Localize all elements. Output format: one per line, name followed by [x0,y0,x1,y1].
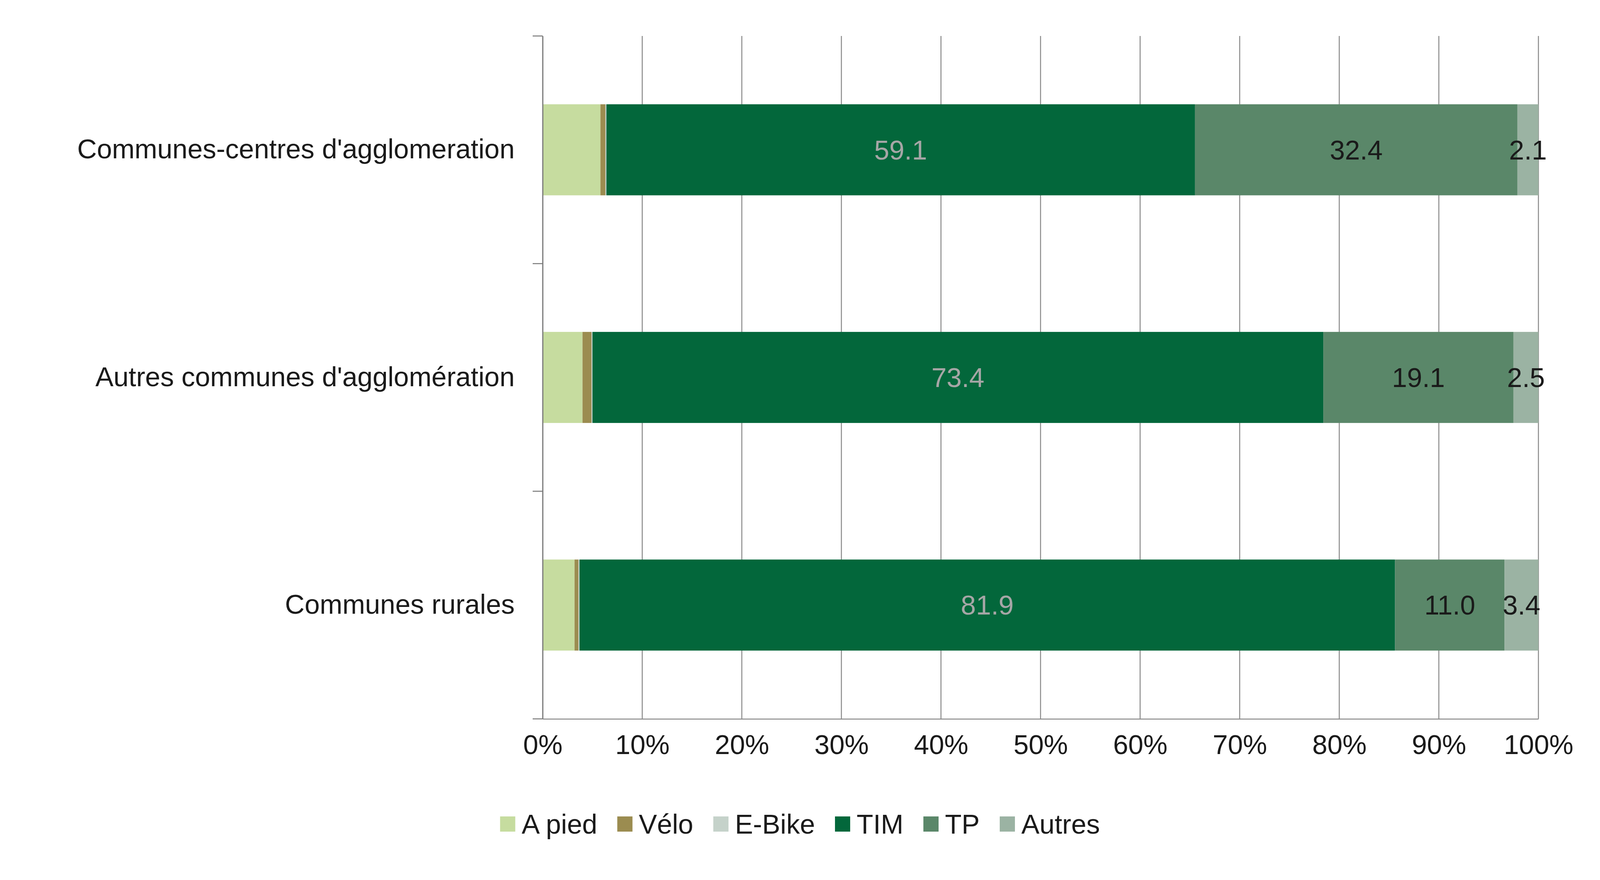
x-tick-label: 20% [714,729,770,760]
bar [605,104,607,196]
x-tick: 50% [1013,719,1068,760]
x-tick-label: 10% [615,729,670,760]
y-axis: Communes-centres d'agglomeration Autres c… [77,35,543,720]
series-bars [1194,104,1518,651]
x-tick: 80% [1312,719,1367,760]
legend-item: TP [923,808,980,840]
category-separators [532,35,543,720]
data-label: 2.5 [1507,362,1546,393]
bar [542,559,575,651]
y-tick-label: Autres communes d'agglomération [95,361,515,392]
bar [582,331,592,424]
x-tick: 0% [523,719,563,760]
legend-item: TIM [834,808,904,840]
legend-label: A pied [521,808,598,840]
bar [1323,331,1514,424]
chart: 59.1 73.4 81.9 32.4 19.1 11.0 2.1 2.5 3.4 0% 10% 20… [0,0,1600,880]
bar [579,559,1395,651]
data-label: 81.9 [960,589,1014,621]
legend-swatch [500,816,516,832]
legend-label: Autres [1021,808,1101,840]
x-tick: 30% [814,719,869,760]
grid [542,35,1539,720]
legend-swatch [999,816,1015,832]
x-tick: 60% [1112,719,1168,760]
y-axis-line [542,36,544,720]
data-label: 19.1 [1392,362,1445,393]
bar [574,559,579,651]
legend-item: Vélo [617,808,694,840]
x-axis-line [543,718,1539,720]
bar [591,331,593,424]
x-tick-label: 70% [1212,729,1267,760]
y-tick-label: Communes-centres d'agglomeration [77,133,515,164]
x-tick: 100% [1504,719,1574,760]
y-tick: Autres communes d'agglomération [95,361,543,392]
legend-item: A pied [500,808,598,840]
category-separator [532,35,543,37]
category-separator [532,490,543,492]
x-tick: 40% [913,719,969,760]
x-tick-label: 50% [1013,729,1068,760]
x-tick: 10% [615,719,670,760]
legend-label: TIM [856,808,904,840]
bar [1194,104,1518,196]
grid-line [542,35,544,720]
category-separator [532,718,543,720]
legend: A pied Vélo E-Bike TIM TP Autres [500,808,1101,840]
bar [578,559,580,651]
x-axis: 0% 10% 20% 30% 40% 50% 60% 70% 80% 90% 100% [523,719,1574,760]
data-label: 73.4 [931,362,985,393]
legend-swatch [713,816,729,832]
plot: 59.1 73.4 81.9 32.4 19.1 11.0 2.1 2.5 3.4 0% 10% 20… [77,35,1574,760]
legend-swatch [923,816,939,832]
bar [592,331,1324,424]
x-tick-label: 0% [523,729,563,760]
bar [1394,559,1505,651]
bars [542,104,1539,651]
x-tick: 90% [1411,719,1467,760]
data-labels: 59.1 73.4 81.9 32.4 19.1 11.0 2.1 2.5 3.4 [874,134,1547,621]
legend-swatch [617,816,633,832]
y-tick: Communes rurales [285,589,543,620]
x-tick-label: 100% [1504,729,1574,760]
data-label: 2.1 [1509,134,1548,166]
bar [600,104,606,196]
x-tick: 20% [714,719,770,760]
x-tick-label: 60% [1112,729,1168,760]
x-tick-label: 90% [1411,729,1467,760]
legend-swatch [834,816,851,832]
data-label: 59.1 [874,134,927,166]
legend-label: TP [944,808,980,840]
x-tick-label: 80% [1312,729,1367,760]
y-tick: Communes-centres d'agglomeration [77,133,543,164]
y-tick-label: Communes rurales [285,589,515,620]
legend-label: E-Bike [735,808,815,840]
x-tick-label: 40% [913,729,969,760]
bar [606,104,1195,196]
data-label: 11.0 [1424,589,1476,621]
data-label: 3.4 [1502,589,1541,621]
x-tick: 70% [1212,719,1267,760]
category-separator [532,263,543,265]
bar [542,331,583,424]
legend-item: Autres [999,808,1101,840]
legend-label: Vélo [639,808,694,840]
bar [542,104,601,196]
legend-item: E-Bike [713,808,815,840]
x-tick-label: 30% [814,729,869,760]
data-label: 32.4 [1329,134,1383,166]
